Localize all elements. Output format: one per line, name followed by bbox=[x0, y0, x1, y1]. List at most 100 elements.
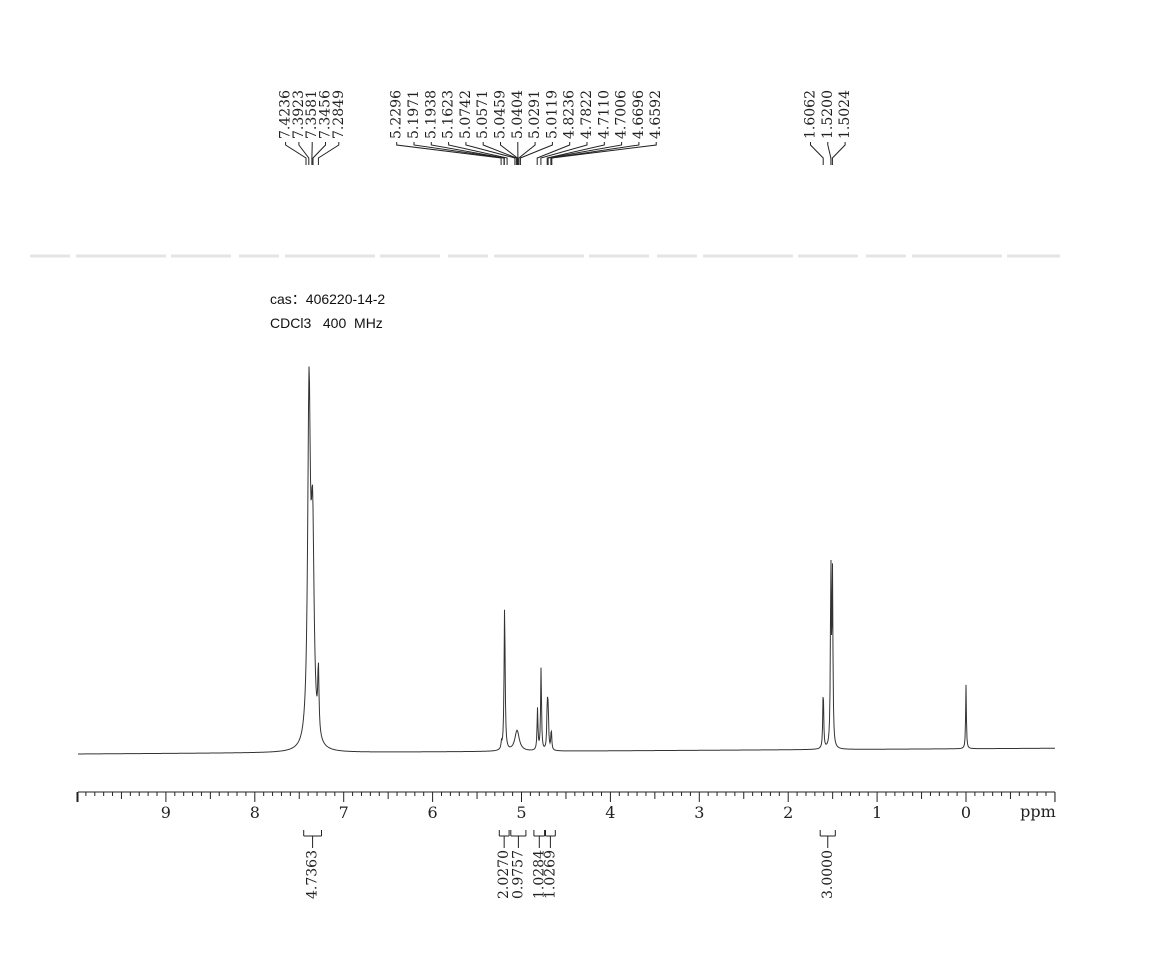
peak-label: 7.3456 bbox=[318, 90, 334, 139]
peak-label: 5.0291 bbox=[527, 90, 543, 139]
peak-leader bbox=[298, 142, 310, 165]
integral-value: 0.9757 bbox=[510, 850, 526, 899]
peak-label-group-methine: 4.6592 bbox=[551, 90, 664, 165]
peak-label: 1.5200 bbox=[820, 90, 836, 139]
peak-leader bbox=[465, 142, 516, 165]
integral: 4.7363 bbox=[303, 830, 322, 899]
peak-leader bbox=[546, 142, 605, 165]
peak-label-group-methine: 5.0742 bbox=[458, 90, 516, 165]
peak-leader bbox=[547, 142, 623, 165]
axis-unit-label: ppm bbox=[1020, 802, 1056, 821]
peak-label: 7.3923 bbox=[291, 90, 307, 139]
peak-label-group-methyl: 1.5024 bbox=[831, 90, 853, 165]
peak-label-group-aromatic: 7.3923 bbox=[291, 90, 310, 165]
peak-label-group-aromatic: 7.2849 bbox=[317, 90, 347, 165]
peak-label-group-methine: 4.6696 bbox=[550, 90, 647, 165]
peak-label-group-methyl: 1.6062 bbox=[803, 90, 824, 165]
integral-bracket bbox=[510, 830, 527, 837]
peak-label: 4.7822 bbox=[579, 90, 595, 139]
peak-label: 5.0404 bbox=[510, 90, 526, 139]
peak-leader bbox=[518, 142, 536, 165]
peak-label: 4.7006 bbox=[614, 90, 630, 139]
integral-bracket bbox=[545, 830, 556, 837]
integral-bracket bbox=[303, 830, 322, 837]
peak-label: 1.6062 bbox=[803, 90, 819, 139]
cas-number: cas：406220-14-2 bbox=[270, 291, 386, 307]
integral-bracket bbox=[819, 830, 836, 837]
peak-label: 5.2296 bbox=[389, 90, 405, 139]
peak-label-group-methine: 5.2296 bbox=[389, 90, 502, 165]
peak-label-group-methine: 5.1623 bbox=[441, 90, 508, 165]
axis-tick-label: 9 bbox=[161, 803, 171, 822]
peak-label-group-methine: 5.0291 bbox=[518, 90, 543, 165]
peak-label: 7.2849 bbox=[331, 90, 347, 139]
peak-label-group-methine: 5.1938 bbox=[423, 90, 505, 165]
integral-value: 1.0284 bbox=[531, 850, 547, 899]
integral-value: 3.0000 bbox=[820, 850, 836, 899]
integral: 1.0284 bbox=[531, 830, 547, 899]
integral-value: 2.0270 bbox=[496, 850, 512, 899]
peak-label-group-methine: 4.8236 bbox=[536, 90, 578, 165]
axis-tick-label: 2 bbox=[783, 803, 793, 822]
peak-label: 4.7110 bbox=[596, 90, 612, 139]
spectrum-trace bbox=[78, 366, 1055, 755]
axis-tick-label: 8 bbox=[250, 803, 260, 822]
axis-tick-label: 4 bbox=[605, 803, 615, 822]
peak-leader bbox=[810, 142, 824, 165]
integral-value: 1.0269 bbox=[542, 850, 558, 899]
integral-bracket bbox=[498, 830, 510, 837]
peak-label: 4.6696 bbox=[631, 90, 647, 139]
ppm-axis: 9 8 7 6 5 4 3 2 1 0 bbox=[76, 791, 1056, 822]
peak-leader bbox=[551, 142, 657, 165]
peak-label-group-aromatic: 7.4236 bbox=[278, 90, 307, 165]
peak-label: 5.0119 bbox=[544, 90, 560, 139]
peak-label: 4.8236 bbox=[562, 90, 578, 139]
peak-label-group-methine: 4.7110 bbox=[546, 90, 612, 165]
integral-bracket bbox=[533, 830, 546, 837]
integral: 1.0269 bbox=[542, 830, 558, 899]
peak-leader bbox=[519, 142, 553, 165]
peak-leader bbox=[827, 142, 832, 165]
peak-label-group-methine: 4.7006 bbox=[547, 90, 630, 165]
peak-label: 5.1971 bbox=[406, 90, 422, 139]
integral: 0.9757 bbox=[510, 830, 526, 899]
peak-label-group-methyl: 1.5200 bbox=[820, 90, 836, 165]
axis-tick-label: 3 bbox=[694, 803, 704, 822]
axis-tick-label: 0 bbox=[961, 803, 971, 822]
peak-label: 5.0459 bbox=[493, 90, 509, 139]
peak-label-group-methine: 4.7822 bbox=[540, 90, 595, 165]
peak-label: 7.4236 bbox=[278, 90, 294, 139]
peak-leader bbox=[550, 142, 640, 165]
axis-tick-label: 1 bbox=[872, 803, 882, 822]
peak-label: 4.6592 bbox=[648, 90, 664, 139]
peak-label: 5.0742 bbox=[458, 90, 474, 139]
peak-leader bbox=[482, 142, 517, 165]
peak-leader bbox=[430, 142, 505, 165]
peak-leader bbox=[312, 142, 326, 165]
axis-tick-label: 7 bbox=[339, 803, 349, 822]
peak-leader bbox=[448, 142, 508, 165]
peak-label-group-methine: 5.0571 bbox=[475, 90, 517, 165]
peak-label: 1.5024 bbox=[837, 90, 853, 139]
integral: 2.0270 bbox=[496, 830, 512, 899]
peak-label: 7.3581 bbox=[304, 90, 320, 139]
peak-label-group-methine: 5.0404 bbox=[510, 90, 526, 165]
peak-leader bbox=[396, 142, 502, 165]
integral: 3.0000 bbox=[819, 830, 836, 899]
peak-label-group-aromatic: 7.3581 bbox=[304, 90, 320, 165]
peak-label-group-methine: 5.0119 bbox=[519, 90, 560, 165]
peak-leader bbox=[413, 142, 505, 165]
axis-tick-label: 6 bbox=[428, 803, 438, 822]
peak-leader bbox=[831, 142, 846, 165]
peak-leader bbox=[285, 142, 307, 165]
peak-label: 5.0571 bbox=[475, 90, 491, 139]
solvent-frequency: CDCl3 400 MHz bbox=[270, 315, 383, 331]
peak-label: 5.1623 bbox=[441, 90, 457, 139]
peak-label-group-aromatic: 7.3456 bbox=[312, 90, 334, 165]
peak-leader bbox=[536, 142, 571, 165]
integral-value: 4.7363 bbox=[305, 850, 321, 899]
peak-label: 5.1938 bbox=[423, 90, 439, 139]
